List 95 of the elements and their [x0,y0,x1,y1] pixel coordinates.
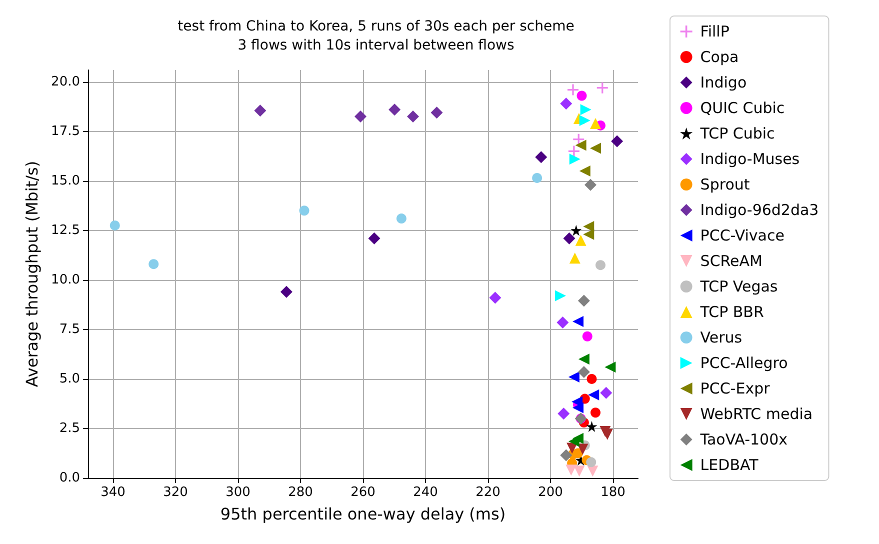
legend-label: WebRTC media [700,405,813,423]
point [576,90,587,101]
legend-label: Indigo-Muses [700,150,800,168]
point [396,214,406,224]
point [604,362,616,373]
y-axis-title: Average throughput (Mbit/s) [22,160,42,388]
legend-label: Sprout [700,176,750,194]
point [578,366,590,378]
x-tick-label: 340 [100,485,126,500]
point [596,260,606,270]
legend-label: TaoVA-100x [699,430,788,448]
point [575,140,586,151]
y-tick-label: 12.5 [51,222,80,238]
x-tick-label: 240 [413,485,438,500]
point [407,110,419,123]
point [532,172,542,183]
legend-label: SCReAM [700,252,762,270]
y-tick-label: 7.5 [59,322,80,337]
legend-label: Indigo-96d2da3 [700,201,819,219]
y-tick-label: 15.0 [51,173,80,188]
x-tick-label: 220 [476,485,500,500]
point [590,408,600,418]
point [586,421,598,432]
legend-label: FillP [700,22,730,40]
x-tick-label: 180 [600,485,626,500]
point [388,104,401,116]
point [583,220,594,232]
point [586,457,596,468]
chart-title: test from China to Korea, 5 runs of 30s each per scheme 3 flows with 10s interval between flows [178,18,574,54]
legend-label: LEDBAT [700,456,760,474]
point [611,135,624,148]
point [560,449,572,462]
point [580,104,592,116]
point [563,232,576,244]
point [582,331,592,342]
point [566,464,577,476]
legend-label: TCP BBR [699,303,764,321]
point [110,220,120,230]
y-tick-label: 0.0 [59,470,80,486]
legend-label: QUIC Cubic [700,99,785,117]
point [575,234,586,246]
x-tick-label: 280 [288,485,313,500]
legend-label: Copa [700,48,739,66]
point [588,389,600,400]
point [568,146,580,157]
point [558,408,570,420]
point [560,98,572,110]
point [584,178,596,191]
x-tick-label: 200 [538,485,563,500]
legend-label: PCC-Vivace [700,226,784,244]
point [570,224,582,236]
point [574,466,585,477]
y-tick-label: 5.0 [59,371,80,386]
point [578,354,590,365]
point [569,252,580,264]
point [590,118,601,129]
point [430,106,443,119]
point [555,290,566,302]
point [254,104,266,117]
point [572,432,584,444]
point [600,386,612,399]
y-tick-label: 17.5 [51,124,80,139]
legend-label: PCC-Allegro [700,354,788,372]
point [579,115,590,126]
x-tick-label: 320 [163,485,188,500]
point [299,206,310,216]
point [596,82,608,94]
point [368,232,380,244]
point [568,371,580,382]
point [354,110,366,123]
x-tick-label: 260 [350,485,376,500]
point [572,402,584,414]
point [590,142,601,154]
point [583,228,594,240]
point [280,286,292,298]
point [569,154,580,165]
y-tick-label: 20.0 [51,74,80,90]
point [572,316,584,328]
legend-label: Indigo [700,74,747,92]
x-tick-label: 300 [226,485,250,500]
legend-label: TCP Vegas [699,278,778,296]
point [568,84,578,96]
legend-label: Verus [700,328,742,346]
point [489,292,502,304]
point [556,316,569,329]
point [578,294,590,307]
legend-label: TCP Cubic [699,124,775,142]
point [148,259,159,270]
x-axis-title: 95th percentile one-way delay (ms) [220,504,506,524]
y-tick-label: 2.5 [59,420,80,436]
y-tick-label: 10.0 [51,272,80,288]
point [586,374,597,384]
legend-label: PCC-Expr [700,380,771,398]
point [579,166,590,177]
point [535,151,548,164]
